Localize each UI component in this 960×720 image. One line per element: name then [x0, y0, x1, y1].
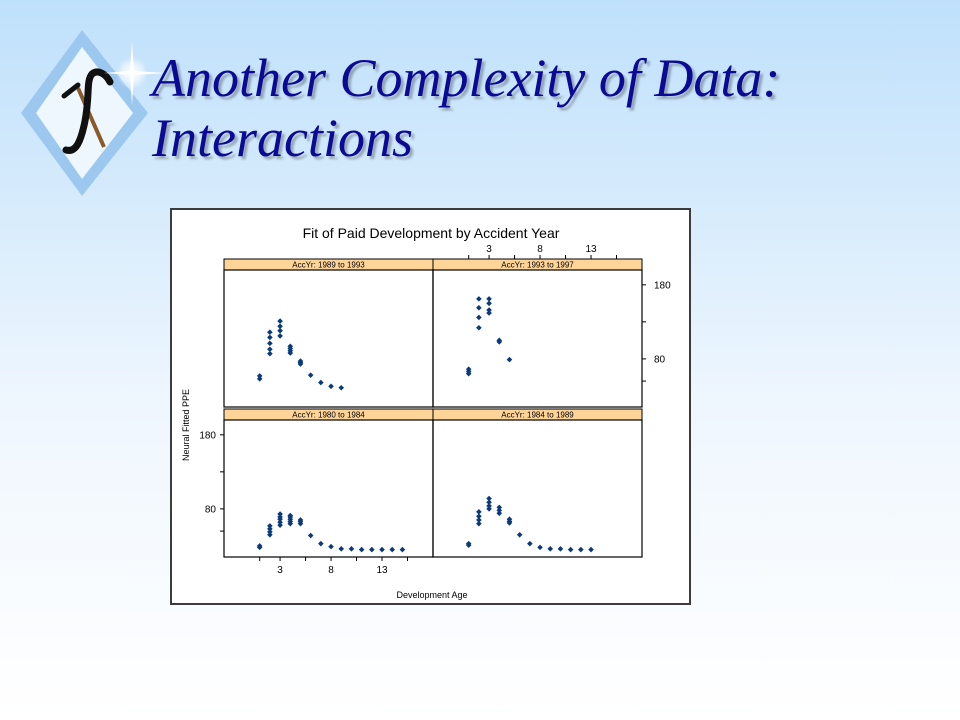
chart-frame: Fit of Paid Development by Accident Year… — [170, 208, 691, 605]
slide-title: Another Complexity of Data: Interactions — [152, 48, 932, 168]
data-point — [486, 499, 492, 505]
data-point — [277, 511, 283, 517]
data-point — [588, 546, 594, 553]
y-tick-label: 180 — [199, 430, 216, 441]
chart-title: Fit of Paid Development by Accident Year — [303, 225, 560, 241]
y-tick-label: 80 — [654, 354, 666, 365]
data-point — [277, 514, 283, 520]
data-point — [287, 343, 294, 350]
x-tick-label: 13 — [585, 244, 597, 255]
data-point — [567, 546, 574, 553]
panel-frame — [432, 269, 643, 408]
data-point — [267, 526, 273, 532]
x-tick-label: 3 — [277, 565, 283, 576]
data-point — [277, 333, 283, 339]
data-point — [476, 314, 482, 321]
data-point — [476, 304, 482, 311]
data-point — [328, 543, 334, 550]
data-point — [516, 531, 523, 538]
y-tick-label: 80 — [205, 504, 217, 515]
data-point — [506, 356, 513, 363]
data-point — [578, 546, 584, 553]
data-point — [358, 546, 365, 553]
data-point — [476, 324, 482, 331]
data-point — [476, 517, 482, 523]
x-tick-label: 13 — [376, 565, 388, 576]
data-point — [369, 546, 375, 553]
x-axis-label: Development Age — [396, 590, 467, 600]
sparkle-rays — [104, 41, 166, 105]
data-point — [256, 543, 263, 549]
data-point — [476, 509, 482, 515]
data-point — [486, 310, 492, 316]
data-point — [267, 340, 273, 347]
data-point — [277, 318, 283, 324]
panel-strip-label: AccYr: 1993 to 1997 — [501, 261, 574, 270]
data-point — [328, 383, 334, 390]
data-point — [379, 546, 385, 553]
data-point — [318, 379, 324, 386]
logo — [21, 30, 166, 196]
data-point — [318, 540, 324, 547]
data-point — [465, 540, 472, 547]
panel-strip-label: AccYr: 1989 to 1993 — [292, 261, 365, 270]
panel-frame — [223, 419, 434, 558]
data-point — [496, 504, 503, 511]
logo-pick-head — [62, 68, 114, 154]
data-point — [267, 350, 273, 357]
data-point — [297, 358, 304, 364]
data-point — [486, 296, 492, 302]
data-point — [267, 531, 273, 538]
data-point — [465, 366, 472, 373]
data-point — [496, 337, 503, 344]
slide-title-line2: Interactions — [152, 108, 413, 168]
slide-title-line1: Another Complexity of Data: — [152, 48, 781, 108]
panel-strip-label: AccYr: 1984 to 1989 — [501, 411, 574, 420]
data-point — [256, 376, 263, 382]
data-point — [277, 323, 283, 330]
panel-frame — [432, 419, 643, 558]
x-tick-label: 8 — [537, 244, 543, 255]
data-point — [506, 516, 513, 523]
data-point — [256, 373, 263, 379]
data-point — [338, 384, 345, 391]
data-point — [547, 546, 554, 552]
data-point — [527, 540, 533, 547]
data-point — [496, 507, 503, 514]
data-point — [486, 506, 492, 512]
y-axis-label: Neural Fitted PPE — [181, 389, 191, 461]
data-point — [389, 546, 396, 553]
logo-pick-handle — [76, 87, 106, 148]
data-point — [267, 346, 273, 353]
data-point — [267, 334, 273, 341]
trellis-chart: Fit of Paid Development by Accident Year… — [181, 225, 671, 600]
data-point — [399, 546, 406, 553]
logo-pick-tip — [61, 82, 81, 99]
data-point — [348, 546, 355, 552]
data-point — [267, 329, 273, 336]
data-point — [277, 519, 283, 525]
data-point — [476, 513, 482, 520]
data-point — [557, 546, 564, 552]
data-point — [476, 296, 482, 302]
x-tick-label: 8 — [328, 565, 334, 576]
data-point — [338, 546, 345, 552]
data-point — [307, 372, 314, 378]
data-point — [537, 544, 543, 551]
x-tick-label: 3 — [486, 244, 492, 255]
y-tick-label: 180 — [654, 280, 671, 291]
data-point — [476, 520, 482, 527]
data-point — [486, 307, 492, 313]
data-point — [287, 512, 294, 519]
data-point — [486, 503, 492, 509]
data-point — [267, 523, 273, 529]
data-point — [486, 495, 492, 502]
panel-strip-label: AccYr: 1980 to 1984 — [292, 411, 365, 420]
data-point — [267, 529, 273, 535]
data-point — [307, 532, 314, 539]
data-point — [297, 517, 304, 523]
